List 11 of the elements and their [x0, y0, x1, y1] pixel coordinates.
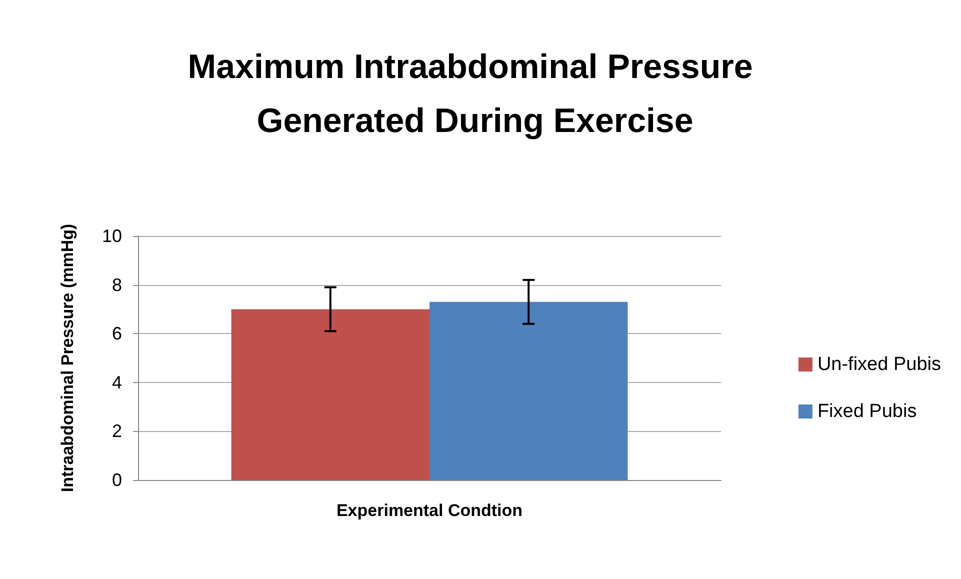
y-tick-label: 10 — [102, 226, 122, 246]
legend-label: Fixed Pubis — [817, 401, 917, 422]
y-tick-label: 8 — [112, 274, 122, 295]
chart-title: Maximum Intraabdominal Pressure Generated During Exercise — [188, 48, 762, 140]
y-tick-label: 6 — [112, 324, 122, 344]
legend-label: Un-fixed Pubis — [817, 354, 942, 375]
y-tick-label: 4 — [112, 372, 122, 392]
y-tick-label: 2 — [112, 421, 122, 442]
y-tick-label: 0 — [112, 470, 122, 490]
x-axis-title: Experimental Condtion — [336, 501, 523, 520]
y-axis-title: Intraabdominal Pressure (mmHg) — [58, 224, 77, 492]
